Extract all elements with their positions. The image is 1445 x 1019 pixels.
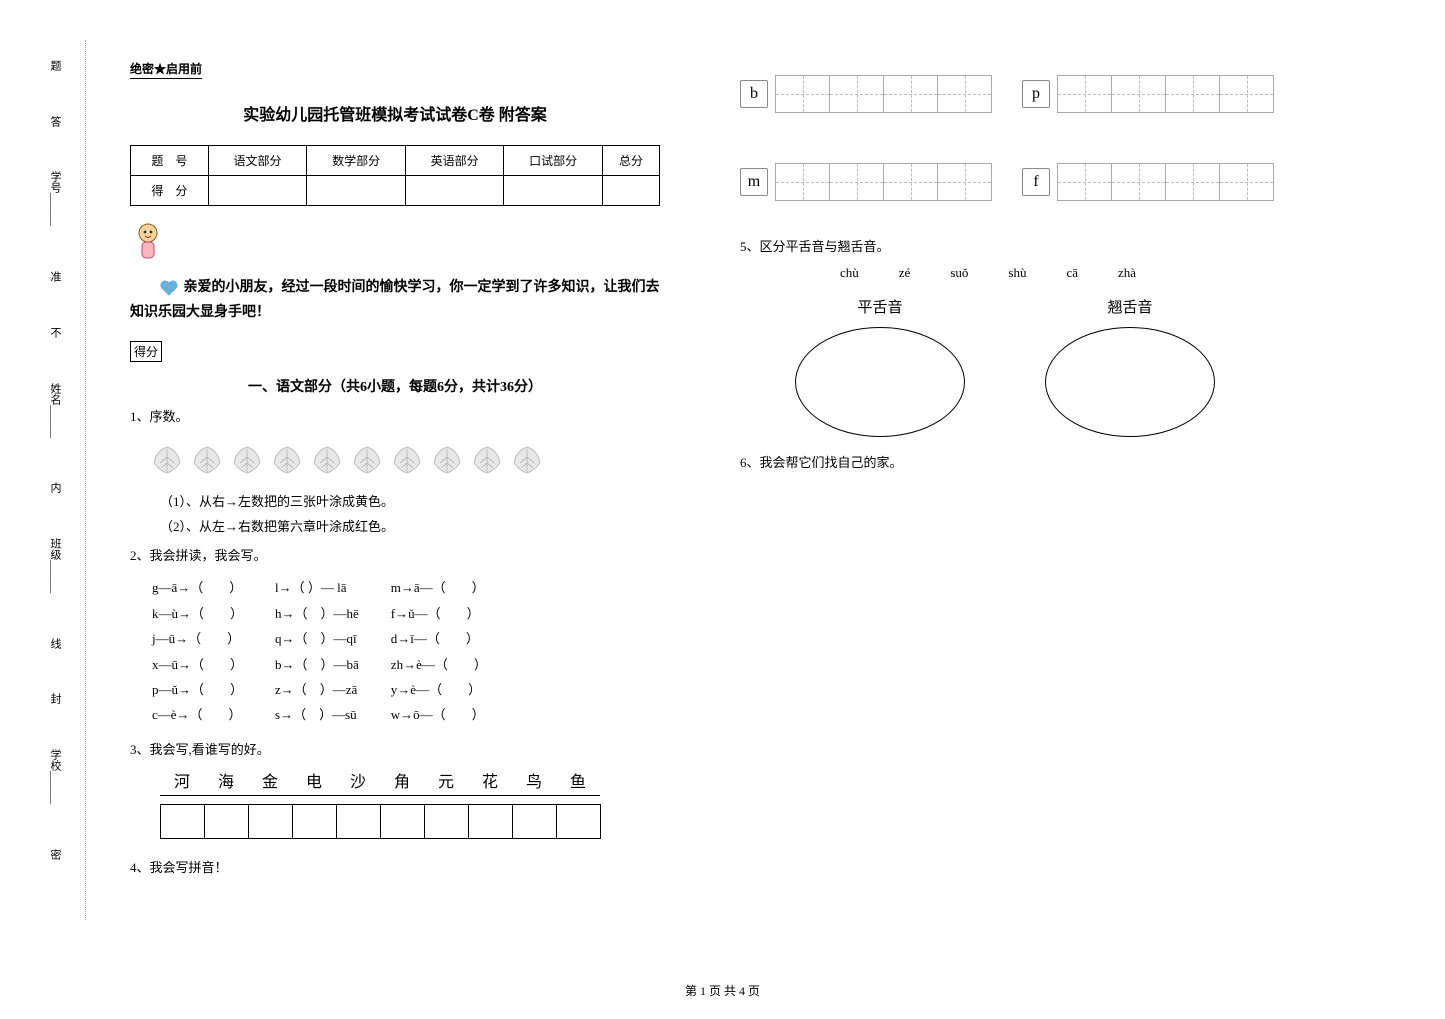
flat-circle [795, 327, 965, 437]
leaf-icon [190, 445, 224, 475]
score-table: 题 号 语文部分 数学部分 英语部分 口试部分 总分 得 分 [130, 145, 660, 206]
strip-label-0: 学号______ [47, 171, 63, 226]
tianzi-block-1: b p [740, 60, 1270, 128]
tianzi-m: m [740, 168, 768, 196]
char-0: 河 [160, 768, 204, 796]
tianzi-b: b [740, 80, 768, 108]
q1-label: 1、序数。 [130, 406, 660, 425]
tianzi-block-2: m f [740, 148, 1270, 216]
th-3: 英语部分 [405, 146, 504, 176]
circle-retro: 翘舌音 [1045, 296, 1215, 437]
page-number: 第 1 页 共 4 页 [685, 982, 760, 999]
item-4: cā [1066, 265, 1078, 281]
intro-text: 亲爱的小朋友，经过一段时间的愉快学习，你一定学到了许多知识，让我们去知识乐园大显… [130, 275, 660, 325]
leaf-icon [230, 445, 264, 475]
q2-label: 2、我会拼读，我会写。 [130, 545, 660, 564]
retro-circle [1045, 327, 1215, 437]
strip-guide-0: 答 [47, 116, 63, 127]
q1-sub2: （2）、从左→右数把第六章叶涂成红色。 [160, 516, 660, 535]
right-column: b p m f 5、区分平舌音与翘舌音。 chù zé suǒ shù [720, 60, 1290, 886]
q4-label: 4、我会写拼音！ [130, 857, 660, 876]
strip-guide-5: 封 [47, 693, 63, 704]
heart-icon [158, 277, 180, 299]
tianzi-p: p [1022, 80, 1050, 108]
strip-guide-2: 不 [47, 327, 63, 338]
char-8: 鸟 [512, 768, 556, 796]
leaf-icon [470, 445, 504, 475]
table-row: 得 分 [131, 176, 660, 206]
char-9: 鱼 [556, 768, 600, 796]
char-1: 海 [204, 768, 248, 796]
leaf-icon [270, 445, 304, 475]
item-1: zé [899, 265, 911, 281]
leaf-icon [310, 445, 344, 475]
th-5: 总分 [602, 146, 659, 176]
section-1-title: 一、语文部分（共6小题，每题6分，共计36分） [130, 376, 660, 396]
char-5: 角 [380, 768, 424, 796]
th-4: 口试部分 [504, 146, 603, 176]
th-0: 题 号 [131, 146, 209, 176]
q6-label: 6、我会帮它们找自己的家。 [740, 452, 1270, 471]
row-label: 得 分 [131, 176, 209, 206]
classify-items: chù zé suǒ shù cā zhà [740, 265, 1270, 281]
strip-label-1: 姓名______ [47, 383, 63, 438]
score-box: 得分 [130, 341, 162, 362]
mascot-icon [130, 221, 166, 265]
leaf-row [130, 435, 660, 485]
strip-end: 题 [47, 60, 63, 71]
leaf-icon [430, 445, 464, 475]
page: 题 答 学号______ 准 不 姓名______ 内 班级______ 线 封… [0, 0, 1445, 906]
th-2: 数学部分 [307, 146, 406, 176]
binding-line [85, 40, 86, 920]
strip-label-2: 班级______ [47, 538, 63, 593]
tianzi-f: f [1022, 168, 1050, 196]
leaf-icon [150, 445, 184, 475]
strip-guide-6: 密 [47, 849, 63, 860]
char-2: 金 [248, 768, 292, 796]
exam-title: 实验幼儿园托管班模拟考试试卷C卷 附答案 [130, 101, 660, 125]
item-0: chù [840, 265, 859, 281]
pinyin-table: g—ā→（ ）l→（ ）— lām→ā—（ ） k—ù→（ ）h→（ ）—hēf… [130, 574, 519, 728]
char-6: 元 [424, 768, 468, 796]
mascot-block [130, 221, 660, 265]
strip-guide-3: 内 [47, 482, 63, 493]
char-3: 电 [292, 768, 336, 796]
retro-label: 翘舌音 [1045, 296, 1215, 317]
strip-label-3: 学校______ [47, 749, 63, 804]
item-2: suǒ [950, 265, 968, 281]
item-3: shù [1008, 265, 1026, 281]
char-4: 沙 [336, 768, 380, 796]
char-7: 花 [468, 768, 512, 796]
th-1: 语文部分 [208, 146, 307, 176]
q5-label: 5、区分平舌音与翘舌音。 [740, 236, 1270, 255]
leaf-icon [510, 445, 544, 475]
q1-sub1: （1）、从右→左数把的三张叶涂成黄色。 [160, 491, 660, 510]
circle-flat: 平舌音 [795, 296, 965, 437]
binding-strip: 题 答 学号______ 准 不 姓名______ 内 班级______ 线 封… [40, 60, 70, 860]
char-row: 河 海 金 电 沙 角 元 花 鸟 鱼 [130, 768, 660, 796]
leaf-icon [390, 445, 424, 475]
left-column: 绝密★启用前 实验幼儿园托管班模拟考试试卷C卷 附答案 题 号 语文部分 数学部… [110, 60, 680, 886]
strip-guide-4: 线 [47, 638, 63, 649]
table-row: 题 号 语文部分 数学部分 英语部分 口试部分 总分 [131, 146, 660, 176]
item-5: zhà [1118, 265, 1136, 281]
write-grid [160, 804, 601, 839]
leaf-icon [350, 445, 384, 475]
circles-row: 平舌音 翘舌音 [740, 296, 1270, 437]
secret-tag: 绝密★启用前 [130, 60, 202, 79]
q3-label: 3、我会写,看谁写的好。 [130, 739, 660, 758]
strip-guide-1: 准 [47, 271, 63, 282]
flat-label: 平舌音 [795, 296, 965, 317]
